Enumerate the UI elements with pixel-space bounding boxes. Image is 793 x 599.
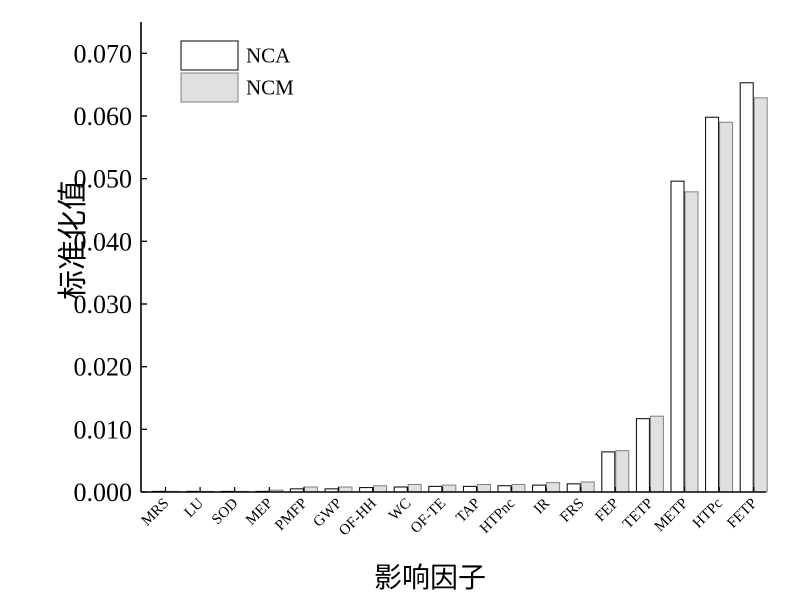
y-tick-label: 0.060 bbox=[74, 102, 133, 131]
x-tick-label: HTPc bbox=[690, 495, 726, 531]
bar-ncm-of-hh bbox=[373, 485, 388, 493]
bar-nca-of-te bbox=[428, 485, 443, 493]
y-tick-label: 0.020 bbox=[74, 353, 133, 382]
x-tick-label: WC bbox=[386, 496, 414, 524]
y-tick-label: 0.040 bbox=[74, 227, 133, 256]
bar-nca-fetp bbox=[739, 82, 754, 493]
y-ticks-layer: 0.000 0.010 0.020 0.030 0.040 0.050 0.060 0.070 bbox=[74, 39, 147, 507]
bar-ncm-of-te bbox=[442, 484, 457, 493]
x-tick-label: METP bbox=[652, 496, 692, 536]
bar-nca-frs bbox=[566, 483, 581, 493]
legend-label-ncm: NCM bbox=[246, 76, 294, 100]
x-tick-label: SOD bbox=[209, 495, 242, 528]
x-tick-label: MRS bbox=[139, 496, 173, 530]
x-tick-label: OF-HH bbox=[336, 495, 380, 539]
legend: NCA NCM bbox=[180, 40, 294, 103]
bar-ncm-ir bbox=[546, 482, 561, 493]
bar-nca-fep bbox=[601, 451, 616, 493]
x-tick-label: HTPnc bbox=[477, 495, 519, 537]
y-tick-label: 0.070 bbox=[74, 39, 133, 68]
x-tick-label: MEP bbox=[243, 496, 276, 529]
bar-nca-htpnc bbox=[497, 485, 512, 493]
bar-nca-tetp bbox=[635, 418, 650, 493]
bar-ncm-fetp bbox=[753, 97, 768, 493]
bar-ncm-fep bbox=[615, 450, 630, 493]
bar-ncm-metp bbox=[684, 191, 699, 493]
x-tick-label: FETP bbox=[724, 496, 760, 532]
legend-label-nca: NCA bbox=[246, 44, 291, 68]
y-axis-label: 标准化值 bbox=[56, 180, 91, 300]
y-tick-label: 0.010 bbox=[74, 415, 133, 444]
axes-layer bbox=[140, 22, 766, 493]
bars-layer bbox=[151, 82, 768, 493]
legend-swatch-ncm bbox=[180, 72, 239, 103]
bar-ncm-frs bbox=[580, 481, 595, 493]
y-tick-label: 0.050 bbox=[74, 165, 133, 194]
bar-nca-metp bbox=[670, 180, 685, 493]
bar-ncm-tetp bbox=[649, 415, 664, 493]
x-tick-label: FEP bbox=[593, 496, 623, 526]
bar-ncm-htpnc bbox=[511, 483, 526, 493]
bar-nca-tap bbox=[462, 485, 477, 493]
x-tick-label: FRS bbox=[557, 496, 587, 526]
x-tick-label: IR bbox=[531, 496, 553, 518]
x-tick-label: LU bbox=[181, 495, 207, 521]
legend-swatch-nca bbox=[180, 40, 239, 71]
bar-nca-ir bbox=[532, 484, 547, 493]
bar-nca-htpc bbox=[705, 116, 720, 493]
x-tick-label: OF-TE bbox=[408, 496, 449, 537]
x-tick-label: TETP bbox=[620, 496, 657, 533]
x-tick-label: TAP bbox=[453, 496, 484, 527]
x-tick-label: PMFP bbox=[272, 496, 310, 534]
bar-ncm-tap bbox=[476, 483, 491, 493]
bar-ncm-htpc bbox=[719, 121, 734, 493]
y-tick-label: 0.030 bbox=[74, 290, 133, 319]
bar-ncm-wc bbox=[407, 483, 422, 493]
x-axis-label: 影响因子 bbox=[373, 561, 486, 594]
y-tick-label: 0.000 bbox=[74, 478, 133, 507]
